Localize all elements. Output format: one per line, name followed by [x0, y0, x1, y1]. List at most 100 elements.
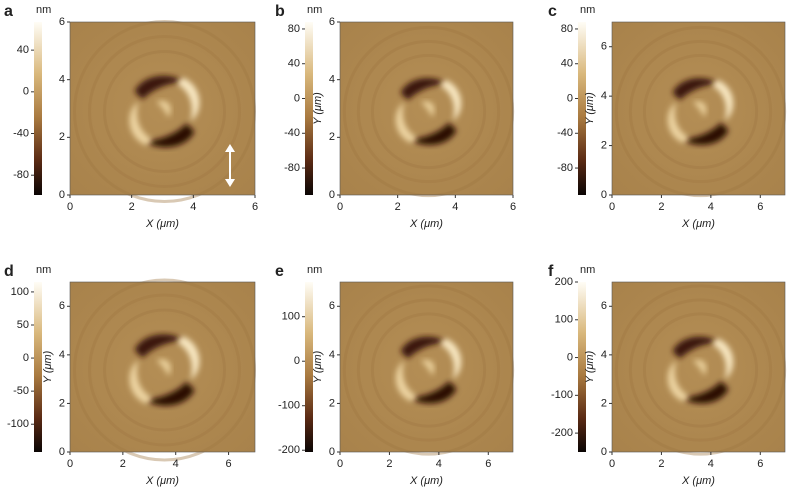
- colorbar-tick-label: 100: [555, 314, 573, 326]
- colorbar-tick-label: 40: [288, 58, 300, 70]
- bright-lobe: [129, 101, 153, 146]
- colorbar-tick-label: 40: [561, 58, 573, 70]
- colorbar-tick-label: 200: [555, 276, 573, 288]
- x-axis-label: X (μm): [681, 218, 715, 230]
- x-tick-label: 2: [386, 458, 392, 470]
- x-tick-label: 4: [708, 458, 714, 470]
- panel: a nm 40 0 -40 -80 0 2 4 6 0 2 4 6 X (μm): [4, 3, 258, 230]
- y-tick-label: 4: [601, 349, 607, 361]
- colorbar: [34, 22, 42, 195]
- dark-lobe: [672, 336, 718, 359]
- colorbar-tick-label: 50: [17, 319, 29, 331]
- y-axis-label: Y (μm): [584, 350, 596, 383]
- colorbar-unit: nm: [580, 264, 595, 276]
- x-tick-label: 2: [120, 458, 126, 470]
- y-tick-label: 2: [59, 131, 65, 143]
- colorbar-tick-label: -100: [7, 418, 29, 430]
- bright-lobe: [667, 360, 690, 402]
- ring: [628, 298, 773, 442]
- x-axis-label: X (μm): [145, 218, 179, 230]
- y-tick-label: 2: [329, 131, 335, 143]
- image-background: [70, 282, 255, 452]
- image-background: [70, 22, 255, 195]
- image-background: [612, 282, 785, 452]
- ring: [342, 284, 515, 456]
- colorbar-tick-label: -80: [284, 162, 300, 174]
- colorbar-unit: nm: [580, 4, 595, 16]
- ring: [370, 312, 487, 428]
- bright-lobe: [439, 338, 462, 380]
- x-tick-label: 0: [337, 201, 343, 213]
- x-tick-label: 6: [485, 458, 491, 470]
- dark-lobe: [672, 78, 718, 101]
- colorbar-tick-label: -100: [551, 389, 573, 401]
- y-tick-label: 0: [329, 189, 335, 201]
- y-axis-label: Y (μm): [312, 350, 324, 383]
- ring: [88, 35, 241, 188]
- panel-label: e: [275, 263, 284, 280]
- y-axis-label: Y (μm): [584, 92, 596, 125]
- bright-core: [421, 101, 435, 118]
- dark-lobe: [400, 78, 446, 101]
- bright-core: [156, 100, 171, 118]
- x-tick-label: 6: [226, 458, 232, 470]
- x-tick-label: 4: [436, 458, 442, 470]
- panel: c nm 80 40 0 -40 -80 0 2 4 6 0 2 4 6 X (μm) Y (μm): [548, 3, 787, 230]
- x-axis-label: X (μm): [409, 475, 443, 487]
- y-tick-label: 2: [329, 397, 335, 409]
- x-tick-label: 2: [658, 201, 664, 213]
- dark-lobe: [134, 334, 183, 358]
- bright-core: [156, 359, 171, 376]
- image-frame: [69, 21, 256, 196]
- ring: [642, 312, 759, 428]
- bright-core: [693, 359, 707, 376]
- x-tick-label: 4: [173, 458, 179, 470]
- colorbar-tick-label: 0: [294, 355, 300, 367]
- x-tick-label: 0: [609, 201, 615, 213]
- colorbar-tick-label: -200: [551, 427, 573, 439]
- colorbar-unit: nm: [307, 4, 322, 16]
- ring: [356, 298, 501, 442]
- x-tick-label: 2: [658, 458, 664, 470]
- panel: d nm 100 50 0 -50 -100 0 2 4 6 0 2 4 6 X (μm) Y (μm): [4, 263, 256, 487]
- bright-lobe: [667, 102, 690, 144]
- image-frame: [339, 281, 514, 453]
- dark-lobe: [411, 381, 457, 404]
- colorbar-tick-label: -40: [557, 127, 573, 139]
- x-tick-label: 4: [708, 201, 714, 213]
- x-tick-label: 6: [252, 201, 258, 213]
- ring: [614, 25, 787, 198]
- y-tick-label: 4: [59, 349, 65, 361]
- x-tick-label: 0: [67, 201, 73, 213]
- colorbar-tick-label: -40: [13, 127, 29, 139]
- y-tick-label: 4: [329, 74, 335, 86]
- arrow-head: [225, 144, 235, 152]
- afm-texture: [612, 22, 787, 198]
- x-tick-label: 0: [67, 458, 73, 470]
- colorbar-tick-label: -80: [557, 162, 573, 174]
- dark-lobe: [683, 122, 729, 145]
- colorbar-unit: nm: [36, 264, 51, 276]
- image-frame: [69, 281, 256, 453]
- colorbar-tick-label: 80: [561, 23, 573, 35]
- panel-label: b: [275, 3, 285, 20]
- x-tick-label: 2: [395, 201, 401, 213]
- afm-texture: [340, 22, 515, 198]
- colorbar: [305, 22, 313, 195]
- image-background: [612, 22, 785, 195]
- x-tick-label: 0: [337, 458, 343, 470]
- bright-lobe: [395, 102, 418, 144]
- panel: e nm 100 0 -100 -200 0 2 4 6 0 2 4 6 X (μm) Y (μm): [275, 263, 515, 487]
- panel: f nm 200 100 0 -100 -200 0 2 4 6 0 2 4 6 X (μm) Y (μm): [548, 263, 787, 487]
- colorbar-tick-label: 40: [17, 44, 29, 56]
- colorbar-tick-label: -200: [278, 444, 300, 456]
- y-tick-label: 6: [601, 41, 607, 53]
- image-background: [340, 282, 513, 452]
- ring: [628, 39, 773, 184]
- afm-texture: [70, 20, 256, 203]
- dark-lobe: [146, 382, 195, 406]
- colorbar-tick-label: -100: [278, 400, 300, 412]
- y-tick-label: 4: [601, 90, 607, 102]
- colorbar-tick-label: -50: [13, 385, 29, 397]
